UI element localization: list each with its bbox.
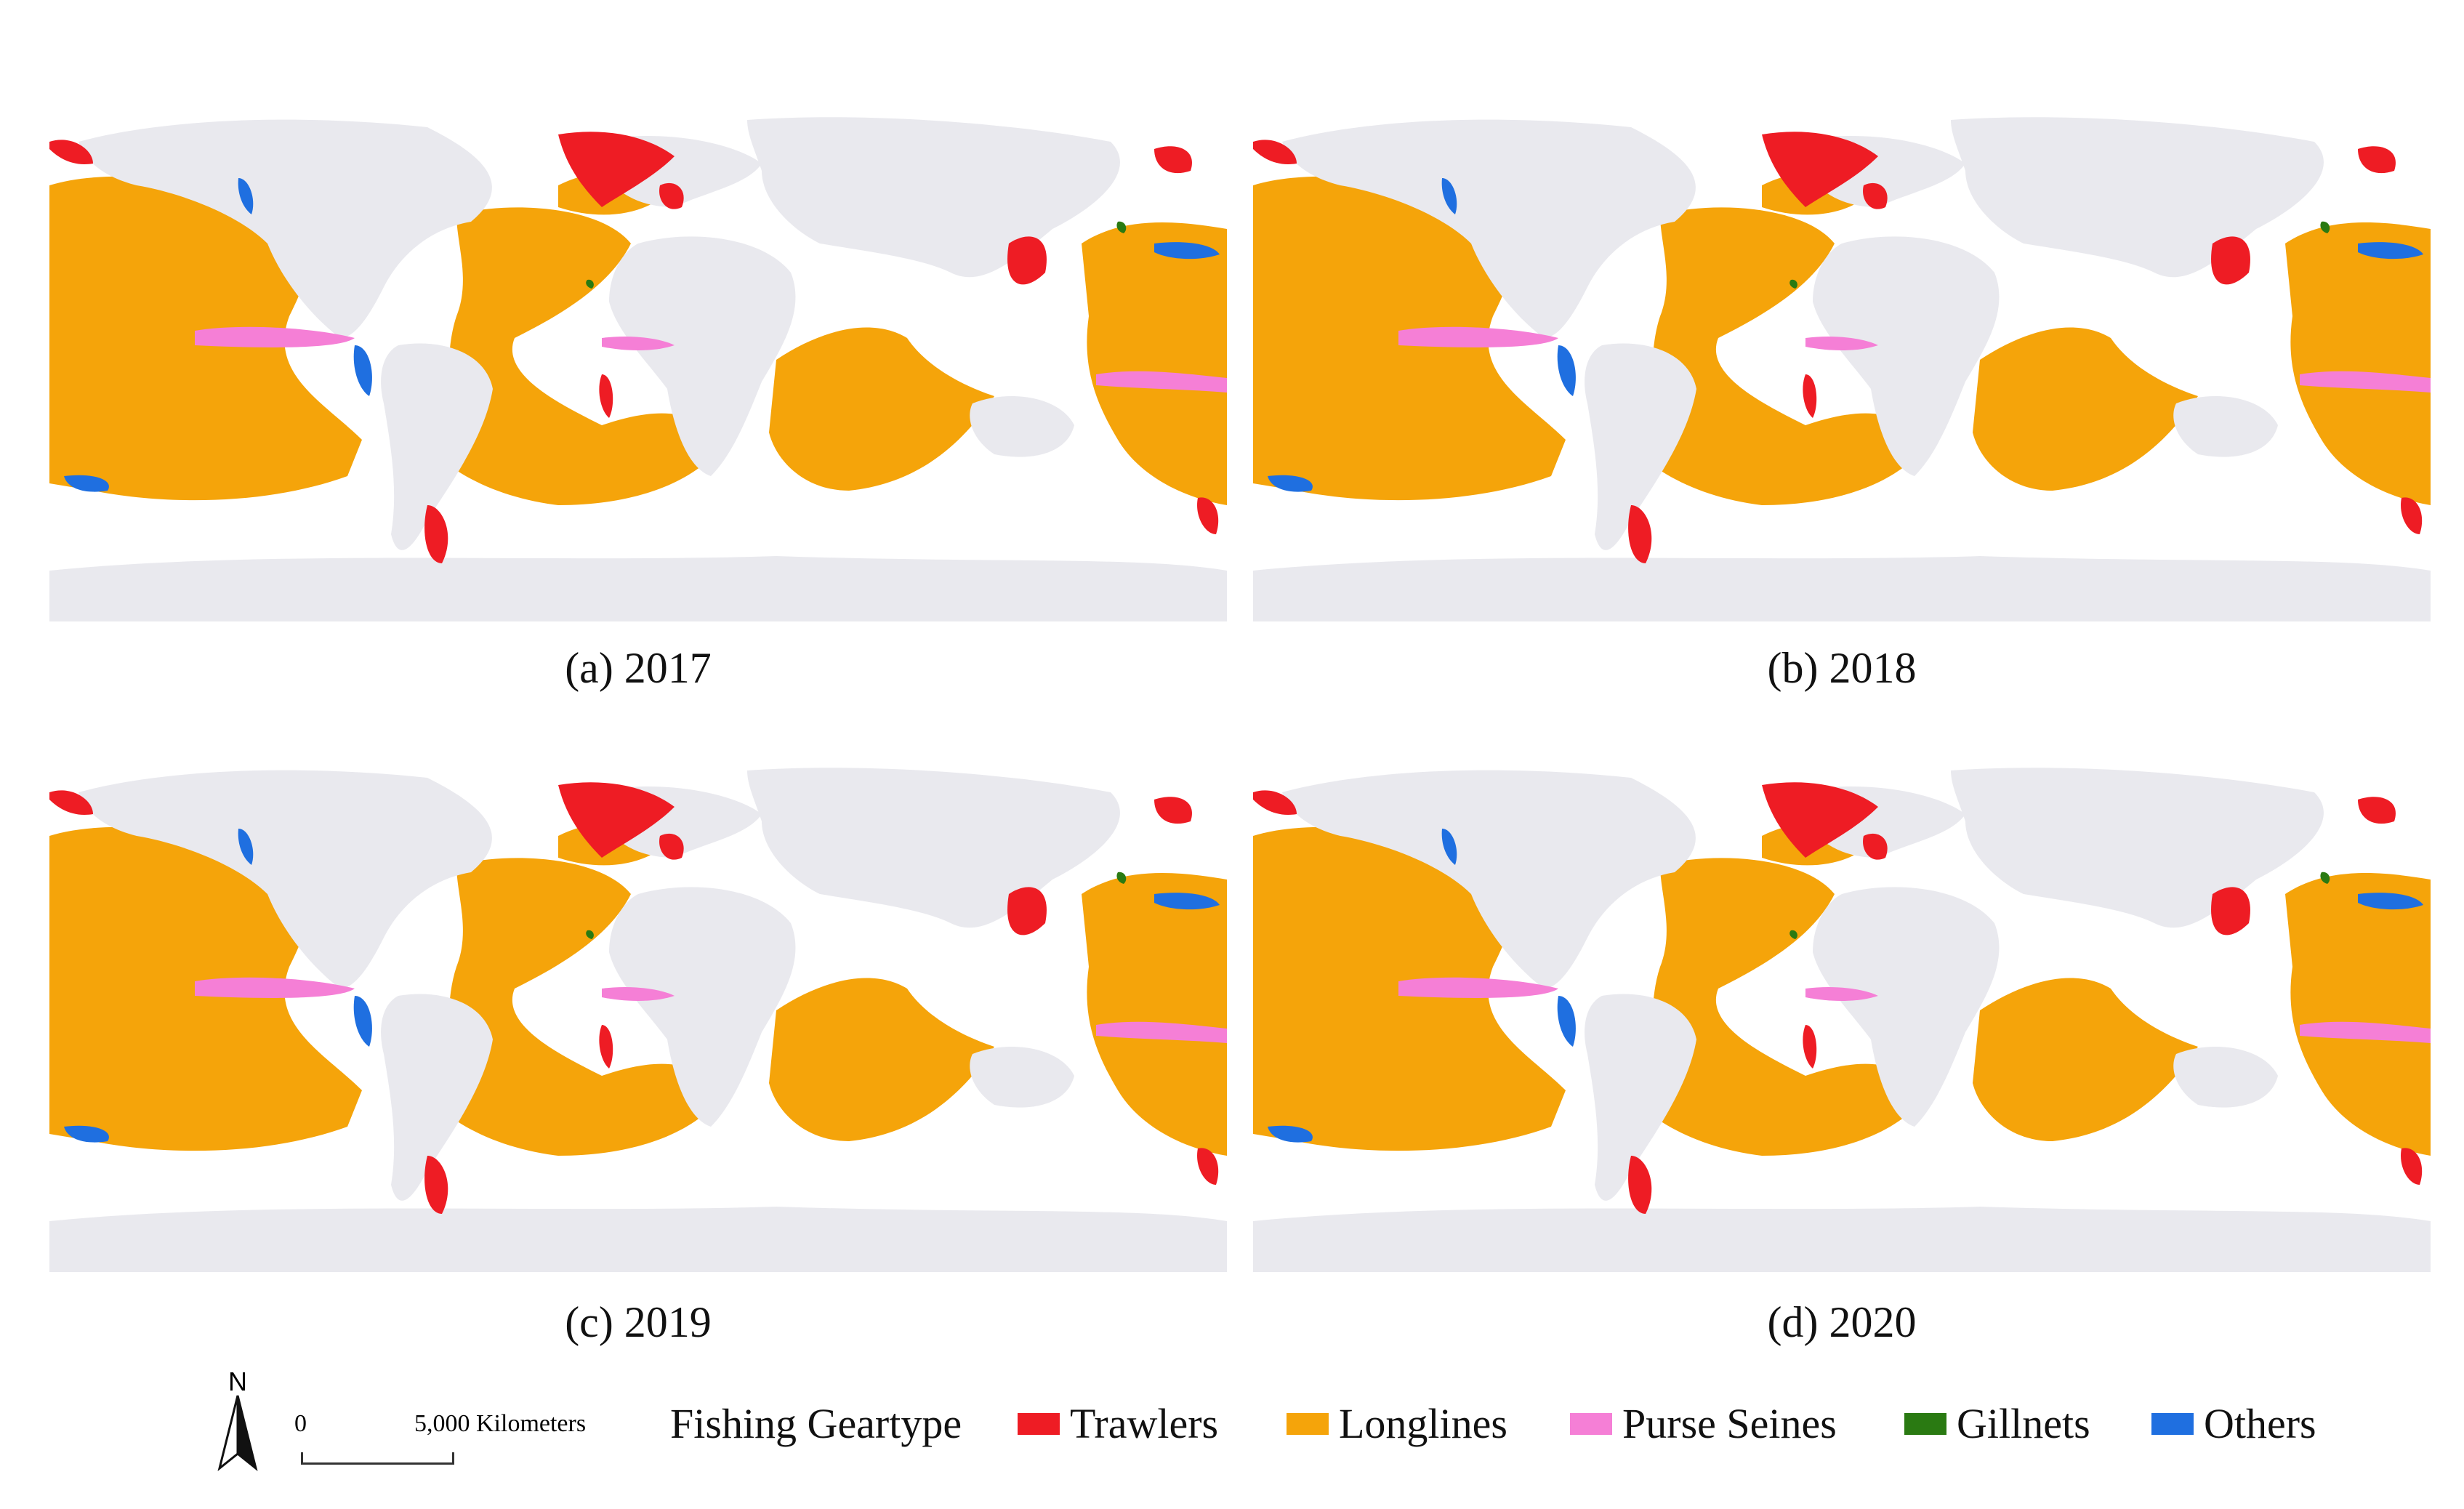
panel-caption: (c) 2019 bbox=[565, 1298, 712, 1346]
legend-label: Gillnets bbox=[1957, 1400, 2090, 1447]
north-arrow-icon bbox=[217, 1395, 258, 1471]
legend-item-trawlers: Trawlers bbox=[1018, 1399, 1218, 1448]
north-label: N bbox=[228, 1367, 247, 1396]
map-panel-2019 bbox=[49, 749, 1227, 1272]
world-map bbox=[49, 98, 1227, 621]
legend-label: Others bbox=[2204, 1400, 2316, 1447]
map-panel-2018 bbox=[1253, 98, 2431, 621]
world-map bbox=[1253, 98, 2431, 621]
legend-swatch bbox=[2151, 1412, 2194, 1435]
legend-item-gillnets: Gillnets bbox=[1904, 1399, 2090, 1448]
legend-label: Purse Seines bbox=[1622, 1400, 1837, 1447]
panel-caption: (b) 2018 bbox=[1767, 644, 1917, 692]
legend-item-longlines: Longlines bbox=[1287, 1399, 1507, 1448]
world-map bbox=[1253, 749, 2431, 1272]
scale-zero-label: 0 bbox=[294, 1410, 307, 1437]
world-map bbox=[49, 749, 1227, 1272]
scale-distance-label: 5,000 Kilometers bbox=[414, 1410, 587, 1437]
legend-label: Trawlers bbox=[1070, 1400, 1219, 1447]
map-panel-2017 bbox=[49, 98, 1227, 621]
scale-bar bbox=[301, 1452, 454, 1465]
map-panel-2020 bbox=[1253, 749, 2431, 1272]
legend-title: Fishing Geartype bbox=[670, 1400, 962, 1447]
panel-caption: (a) 2017 bbox=[565, 644, 712, 692]
legend-swatch bbox=[1904, 1412, 1946, 1435]
legend-swatch bbox=[1018, 1412, 1060, 1435]
legend-item-others: Others bbox=[2151, 1399, 2316, 1448]
legend-label: Longlines bbox=[1339, 1400, 1507, 1447]
legend-item-purse-seines: Purse Seines bbox=[1570, 1399, 1837, 1448]
panel-caption: (d) 2020 bbox=[1767, 1298, 1917, 1346]
legend-swatch bbox=[1570, 1412, 1612, 1435]
legend-swatch bbox=[1287, 1412, 1329, 1435]
